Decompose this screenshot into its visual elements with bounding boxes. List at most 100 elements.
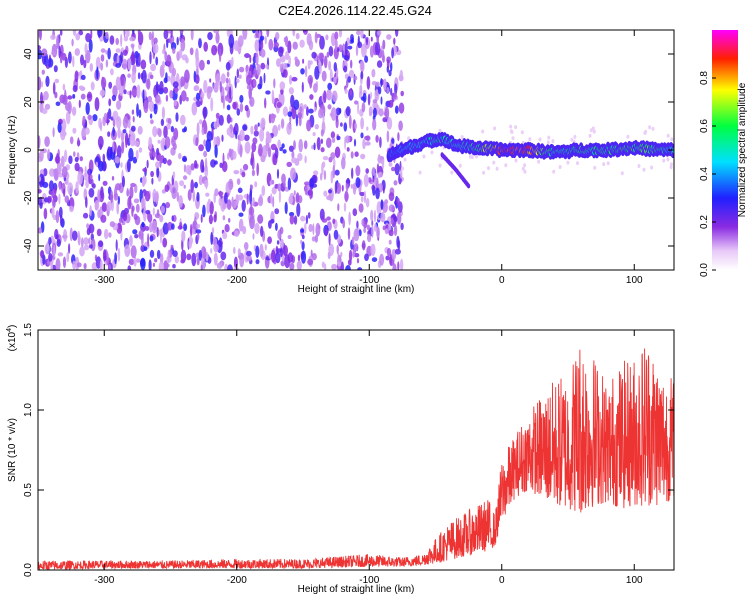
heatmap-cell [302, 58, 305, 64]
heatmap-cell [170, 42, 177, 51]
heatmap-cell [69, 227, 73, 242]
y-tick-label: -20 [23, 190, 34, 205]
heatmap-cell [177, 225, 183, 230]
heatmap-cell [307, 212, 311, 219]
heatmap-cell [171, 67, 177, 77]
heatmap-cell [246, 250, 252, 257]
heatmap-cell [102, 180, 108, 186]
heatmap-cell [287, 177, 292, 191]
y-tick-label: 0 [23, 147, 34, 153]
heatmap-cell [157, 139, 161, 144]
heatmap-cell [276, 168, 280, 179]
heatmap-cell [38, 227, 42, 234]
heatmap-cell [83, 263, 87, 270]
heatmap-cell [140, 197, 146, 209]
heatmap-cell [150, 119, 154, 125]
heatmap-cell [69, 136, 74, 145]
heatmap-cell [198, 38, 202, 49]
heatmap-cell [330, 152, 336, 160]
heatmap-cell [355, 44, 359, 57]
heatmap-cell [344, 41, 348, 55]
heatmap-cell [351, 37, 354, 43]
heatmap-cell [493, 126, 497, 131]
heatmap-cell [149, 249, 155, 258]
bottom-x-axis: -300 -200 -100 0 100 [94, 330, 643, 586]
heatmap-cell [116, 116, 122, 129]
bottom-y-axis: 0.0 0.5 1.0 1.5 [23, 323, 674, 577]
heatmap-cell [149, 51, 152, 65]
heatmap-cell [94, 200, 100, 210]
heatmap-cell [145, 209, 151, 215]
heatmap-cell [259, 243, 264, 258]
heatmap-cell [389, 253, 392, 266]
heatmap-cell [277, 139, 281, 149]
heatmap-cell [328, 189, 332, 194]
heatmap-cell [356, 220, 359, 229]
heatmap-cell [231, 196, 234, 208]
heatmap-cell [114, 156, 121, 164]
heatmap-cell [39, 149, 44, 162]
heatmap-cell [371, 68, 376, 78]
heatmap-cell [171, 186, 177, 200]
heatmap-cell [135, 149, 139, 160]
heatmap-cell [287, 111, 293, 117]
heatmap-cell [366, 126, 369, 131]
heatmap-cell [55, 234, 59, 240]
heatmap-cell [382, 185, 385, 194]
heatmap-cell [348, 211, 351, 226]
heatmap-cell [64, 149, 68, 163]
heatmap-cell [196, 257, 200, 266]
heatmap-cell [133, 256, 137, 267]
heatmap-cell [309, 186, 313, 200]
heatmap-cell [112, 126, 115, 137]
heatmap-cell [108, 98, 112, 107]
heatmap-cell [312, 132, 316, 137]
heatmap-cell [162, 157, 167, 165]
heatmap-cell [150, 170, 155, 178]
heatmap-cell [140, 257, 146, 270]
heatmap-cell [282, 149, 287, 154]
heatmap-cell [551, 139, 555, 144]
heatmap-cell [147, 233, 150, 247]
heatmap-cells [38, 30, 674, 270]
heatmap-cell [264, 97, 267, 109]
heatmap-cell [239, 129, 245, 142]
heatmap-cell [236, 78, 240, 84]
heatmap-cell [127, 73, 131, 78]
heatmap-cell [113, 192, 119, 201]
heatmap-cell [255, 259, 260, 265]
colorbar-label: Normalized spectral amplitude [737, 82, 748, 217]
heatmap-cell [400, 90, 405, 97]
heatmap-cell [123, 35, 129, 42]
heatmap-cell [321, 218, 328, 223]
heatmap-cell [61, 52, 67, 61]
heatmap-cell [43, 53, 49, 67]
heatmap-cell [203, 41, 208, 52]
heatmap-cell [334, 181, 338, 195]
heatmap-cell [377, 30, 382, 36]
heatmap-cell [126, 158, 131, 173]
heatmap-cell [141, 221, 145, 228]
heatmap-cell [349, 89, 352, 96]
heatmap-cell [260, 41, 264, 50]
colorbar-tick-label: 0.6 [699, 119, 710, 133]
heatmap-cell [388, 229, 394, 237]
heatmap-cell [83, 237, 89, 246]
snr-series [38, 348, 674, 570]
heatmap-cell [80, 74, 86, 80]
heatmap-cell [450, 170, 454, 175]
heatmap-cell [204, 157, 208, 172]
heatmap-cell [359, 84, 363, 95]
heatmap-cell [363, 190, 367, 204]
heatmap-cell [62, 256, 67, 269]
heatmap-cell [363, 173, 369, 188]
heatmap-cell [100, 77, 107, 89]
heatmap-cell [162, 237, 168, 248]
heatmap-cell [138, 109, 142, 119]
heatmap-cell [224, 192, 228, 205]
heatmap-cell [276, 102, 282, 108]
heatmap-cell [122, 129, 127, 134]
heatmap-cell [252, 233, 255, 240]
heatmap-cell [75, 181, 79, 194]
heatmap-cell [246, 193, 249, 205]
